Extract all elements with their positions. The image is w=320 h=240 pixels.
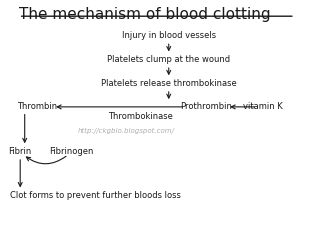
Text: The mechanism of blood clotting: The mechanism of blood clotting (19, 7, 270, 22)
Text: Fibrin: Fibrin (9, 146, 32, 156)
Text: Thrombin: Thrombin (17, 102, 57, 111)
Text: vitamin K: vitamin K (244, 102, 283, 111)
Text: Fibrinogen: Fibrinogen (49, 146, 93, 156)
Text: Prothrombin: Prothrombin (180, 102, 232, 111)
Text: Clot forms to prevent further bloods loss: Clot forms to prevent further bloods los… (10, 191, 180, 200)
Text: Injury in blood vessels: Injury in blood vessels (122, 31, 216, 40)
Text: http://ckgbio.blogspot.com/: http://ckgbio.blogspot.com/ (78, 128, 175, 134)
Text: Platelets clump at the wound: Platelets clump at the wound (107, 55, 230, 64)
Text: Thrombokinase: Thrombokinase (108, 112, 173, 121)
Text: Platelets release thrombokinase: Platelets release thrombokinase (101, 78, 236, 88)
